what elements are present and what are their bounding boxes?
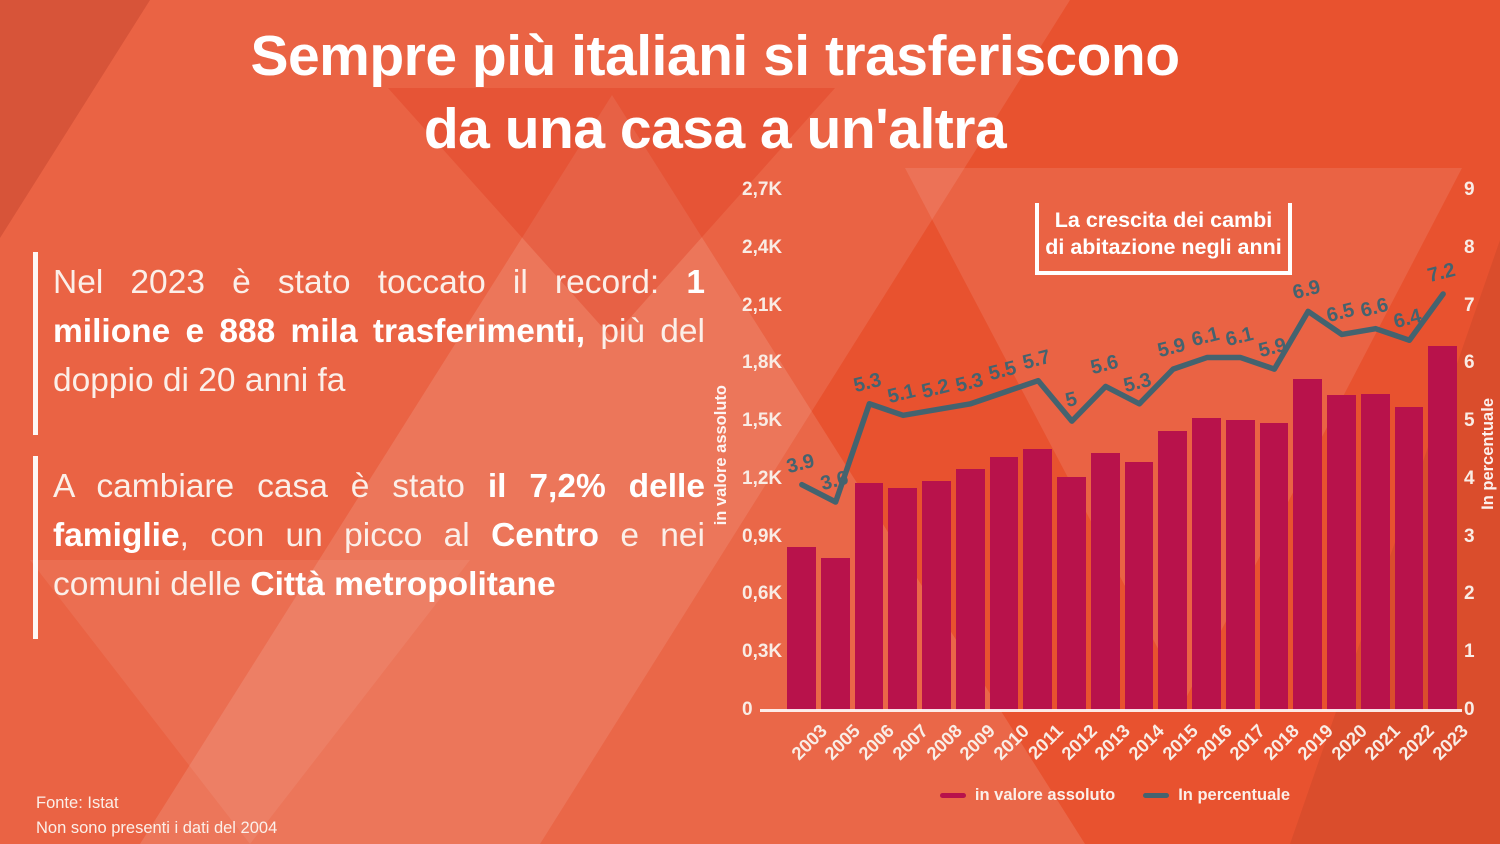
left-axis-tick: 2,1K: [742, 294, 783, 316]
paragraph-emphasis: Città metropolitane: [250, 566, 556, 603]
page-title-line1: Sempre più italiani si trasferiscono: [250, 24, 1180, 88]
bar-2015: [1158, 430, 1187, 710]
right-axis-tick: 4: [1464, 467, 1475, 489]
source-note: Fonte: Istat Non sono presenti i dati de…: [36, 791, 277, 841]
paragraph-record-2023: Nel 2023 è stato toccato il record: 1 mi…: [33, 252, 705, 435]
right-axis-tick: 3: [1464, 525, 1475, 547]
paragraph-text: e nei comuni delle: [53, 517, 705, 603]
paragraph-famiglie: A cambiare casa è stato il 7,2% delle fa…: [33, 456, 705, 639]
bar-2018: [1259, 423, 1289, 710]
bar-2014: [1124, 461, 1154, 710]
right-axis-tick: 0: [1464, 699, 1475, 720]
bar-2020: [1327, 395, 1356, 710]
left-axis-tick: 1,2K: [742, 467, 783, 489]
x-axis-line: [760, 709, 1462, 712]
bar-2023: [1428, 346, 1457, 710]
left-axis-tick: 2,7K: [742, 179, 783, 200]
legend-item: In percentuale: [1143, 786, 1290, 805]
bar-2011: [1023, 449, 1052, 710]
right-axis-tick: 9: [1464, 179, 1475, 200]
page-title: Sempre più italiani si trasferiscono da …: [0, 20, 1430, 166]
right-axis-tick: 2: [1464, 583, 1475, 605]
bar-2007: [888, 487, 917, 710]
bar-2021: [1360, 394, 1390, 710]
right-axis-tick: 5: [1464, 410, 1475, 432]
chart-title-box: La crescita dei cambi di abitazione negl…: [1035, 203, 1292, 275]
left-axis-tick: 1,8K: [742, 352, 783, 374]
bar-2009: [955, 469, 985, 710]
missing-data-note: Non sono presenti i dati del 2004: [36, 819, 278, 837]
left-axis-tick: 0: [742, 699, 753, 720]
bar-2003: [787, 547, 816, 710]
legend-swatch: [939, 793, 966, 798]
right-axis-tick: 1: [1464, 641, 1475, 663]
chart-title: La crescita dei cambi di abitazione negl…: [1045, 208, 1282, 259]
page-title-line2: da una casa a un'altra: [423, 97, 1007, 161]
source-line: Fonte: Istat: [36, 794, 119, 812]
bar-2013: [1090, 452, 1120, 710]
paragraph-text: A cambiare casa è stato: [53, 468, 488, 505]
bar-2016: [1192, 418, 1221, 710]
paragraph-emphasis: 1 milione e 888 mila trasferimenti,: [53, 264, 705, 350]
right-axis-tick: 7: [1464, 294, 1475, 316]
left-axis-tick: 2,4K: [742, 236, 783, 258]
left-axis-title: in valore assoluto: [712, 385, 730, 526]
paragraph-text: Nel 2023 è stato toccato il record:: [53, 264, 687, 301]
bar-2012: [1057, 476, 1086, 710]
bar-2005: [820, 557, 850, 710]
paragraph-emphasis: il 7,2% delle famiglie: [53, 468, 705, 554]
legend-item: in valore assoluto: [939, 786, 1116, 805]
paragraph-emphasis: Centro: [491, 517, 600, 554]
bar-2017: [1225, 420, 1255, 710]
bar-2006: [854, 482, 884, 710]
legend-swatch: [1143, 793, 1170, 798]
bar-2008: [922, 480, 951, 710]
left-axis-tick: 0,6K: [742, 583, 783, 605]
bar-2010: [989, 456, 1019, 710]
legend-label: In percentuale: [1178, 786, 1291, 804]
right-axis-tick: 6: [1464, 352, 1475, 374]
right-axis-tick: 8: [1464, 236, 1475, 258]
paragraph-text: più del doppio di 20 anni fa: [53, 313, 705, 399]
left-axis-tick: 1,5K: [742, 410, 783, 432]
left-axis-tick: 0,3K: [742, 641, 783, 663]
left-axis-tick: 0,9K: [742, 525, 783, 547]
legend-label: in valore assoluto: [974, 786, 1116, 804]
paragraph-text: , con un picco al: [179, 517, 492, 554]
right-axis-title: In percentuale: [1479, 398, 1497, 510]
bar-2019: [1293, 378, 1322, 710]
chart-legend: in valore assoluto In percentuale: [905, 786, 1325, 805]
bar-2022: [1394, 406, 1424, 710]
